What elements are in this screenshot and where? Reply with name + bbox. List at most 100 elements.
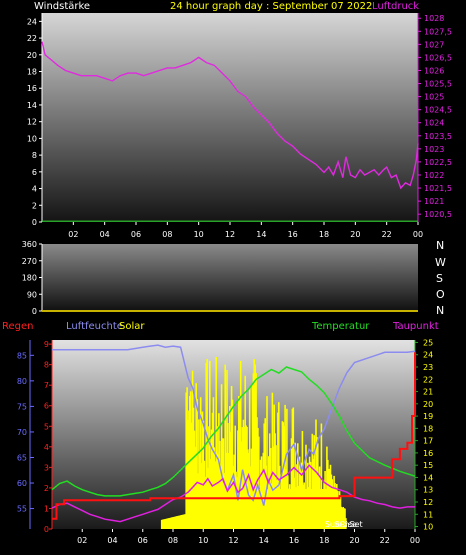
temp-tick-label: 24: [423, 351, 433, 360]
solar-bar: [190, 422, 193, 529]
y-left-tick-label: 2: [32, 201, 37, 210]
top-x-tick-label: 16: [288, 230, 298, 239]
solar-bar: [175, 516, 177, 529]
y-right-tick-label: 1026,5: [424, 53, 452, 62]
legend-humidity: Luftfeuchte: [66, 321, 123, 332]
temp-tick-label: 20: [423, 400, 433, 409]
solar-bar: [252, 373, 255, 529]
solar-bar: [220, 384, 223, 529]
y-right-tick-label: 1025,5: [424, 80, 452, 89]
solar-bar: [269, 448, 272, 529]
solar-bar: [221, 438, 224, 529]
solar-bar: [164, 519, 167, 529]
lower-x-tick-label: 10: [198, 536, 208, 545]
plot-area-direction: [42, 244, 418, 311]
solar-bar: [202, 420, 205, 529]
series-line-taupunkt: [51, 464, 415, 523]
legend-solar: Solar: [119, 321, 145, 332]
top-x-tick-label: 00: [413, 230, 423, 239]
solar-bar: [333, 475, 335, 529]
solar-bar: [248, 388, 251, 529]
solar-bar: [189, 395, 191, 529]
solar-bar: [193, 430, 196, 529]
lower-x-tick-label: 18: [319, 536, 329, 545]
legend-temperature: Temperatur: [312, 321, 370, 332]
solar-bar: [219, 440, 221, 529]
y-left-tick-label: 8: [32, 151, 37, 160]
top-x-tick-label: 02: [68, 230, 78, 239]
direction-tick-label: 270: [22, 257, 37, 266]
y-right-tick-label: 1024: [424, 119, 444, 128]
lower-x-tick-label: 08: [168, 536, 178, 545]
dir-label-o: O: [436, 288, 445, 301]
dir-label-s: S: [436, 272, 443, 285]
solar-bar: [181, 514, 184, 529]
solar-bar: [251, 385, 254, 529]
plot-area-top: [42, 13, 418, 222]
solar-bar: [329, 464, 332, 529]
humidity-tick-label: 80: [17, 377, 27, 386]
top-x-tick-label: 12: [225, 230, 235, 239]
solar-bar: [274, 433, 276, 529]
dir-label-w: W: [435, 256, 446, 269]
lower-x-tick-label: 22: [380, 536, 390, 545]
solar-bar: [263, 423, 265, 529]
solar-bar: [211, 412, 214, 529]
temp-tick-label: 23: [423, 363, 433, 372]
solar-bar: [237, 430, 239, 529]
solar-bar: [227, 423, 229, 529]
solar-bar: [297, 443, 299, 529]
lower-x-tick-label: 16: [289, 536, 299, 545]
direction-tick-label: 90: [27, 290, 37, 299]
solar-bar: [311, 433, 314, 529]
solar-bar: [224, 364, 226, 529]
solar-bar: [222, 438, 225, 529]
y-right-tick-label: 1026: [424, 66, 444, 75]
rain-tick-label: 6: [44, 402, 49, 411]
solar-bar: [341, 508, 344, 529]
solar-bar: [172, 517, 175, 529]
solar-base-fill: [188, 489, 331, 529]
solar-bar: [167, 518, 169, 529]
solar-bar: [250, 448, 253, 529]
solar-bar: [317, 443, 319, 529]
solar-bar: [226, 370, 228, 529]
solar-bar: [266, 396, 268, 529]
rain-tick-label: 7: [44, 381, 49, 390]
direction-tick-label: 0: [32, 307, 37, 316]
solar-bar: [196, 399, 198, 529]
y-right-tick-label: 1021,5: [424, 184, 452, 193]
legend-dewpoint: Taupunkt: [393, 321, 439, 332]
sunset-label: SunSet: [334, 520, 362, 529]
y-right-tick-label: 1025: [424, 93, 444, 102]
solar-bar: [160, 519, 163, 529]
y-right-tick-label: 1028: [424, 14, 444, 23]
solar-bar: [305, 444, 307, 529]
y-left-tick-label: 6: [32, 168, 37, 177]
rain-tick-label: 3: [44, 463, 49, 472]
humidity-tick-label: 60: [17, 479, 27, 488]
dir-label-n-top: N: [436, 239, 445, 252]
solar-bar: [179, 515, 181, 529]
y-right-tick-label: 1024,5: [424, 106, 452, 115]
temp-tick-label: 21: [423, 388, 433, 397]
temp-tick-label: 15: [423, 461, 433, 470]
lower-x-tick-label: 00: [410, 536, 420, 545]
temp-tick-label: 18: [423, 424, 433, 433]
series-line-temperatur: [51, 366, 416, 497]
series-line-luftfeuchte: [52, 344, 416, 506]
direction-tick-label: 180: [22, 274, 37, 283]
solar-bar: [208, 426, 210, 529]
temp-tick-label: 11: [423, 510, 433, 519]
solar-bar: [180, 515, 183, 529]
y-right-tick-label: 1020,5: [424, 210, 452, 219]
solar-bar: [216, 426, 218, 529]
humidity-tick-label: 70: [17, 428, 27, 437]
solar-bar: [286, 408, 288, 529]
y-right-tick-label: 1027: [424, 40, 444, 49]
temp-tick-label: 19: [423, 412, 433, 421]
solar-bar: [278, 402, 280, 529]
solar-bar: [218, 413, 220, 529]
solar-bar: [173, 516, 176, 529]
solar-bar: [165, 518, 167, 529]
